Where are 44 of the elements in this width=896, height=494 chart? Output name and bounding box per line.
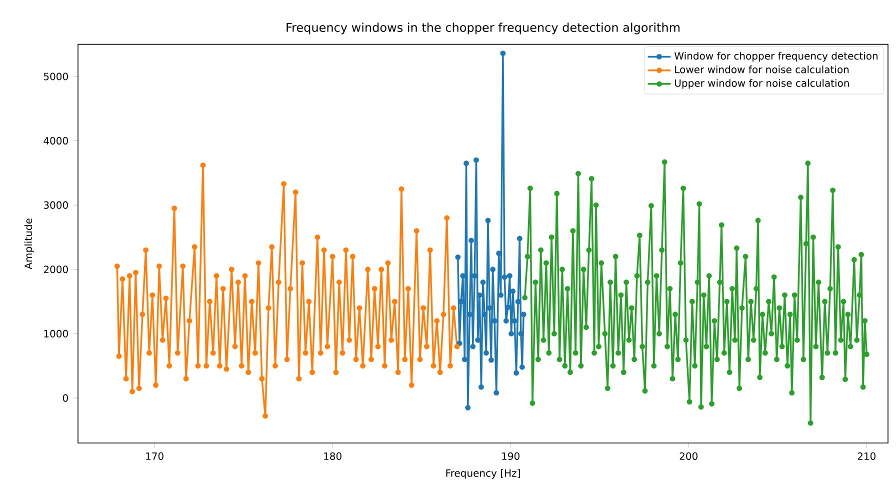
point <box>462 356 468 362</box>
point <box>478 384 484 390</box>
point <box>464 160 470 166</box>
point <box>455 254 461 260</box>
point <box>490 266 496 272</box>
x-tick-label: 200 <box>680 452 698 460</box>
y-tick-label: 0 <box>62 394 68 402</box>
point <box>470 344 476 350</box>
legend-label: Upper window for noise calculation <box>675 79 849 89</box>
chart-title: Frequency windows in the chopper frequency detection algorithm <box>286 22 680 34</box>
x-tick-label: 170 <box>146 452 164 460</box>
point <box>488 357 494 363</box>
point <box>474 157 479 163</box>
point <box>508 330 514 336</box>
y-axis-title: Amplitude <box>24 218 34 270</box>
point <box>510 288 516 294</box>
point <box>502 274 508 280</box>
point <box>503 318 509 324</box>
point <box>480 280 486 285</box>
point <box>516 236 522 242</box>
x-tick-label: 180 <box>324 452 342 460</box>
legend-label: Lower window for noise calculation <box>675 66 849 74</box>
point <box>485 218 491 224</box>
point <box>483 350 489 356</box>
y-tick-label: 4000 <box>44 137 68 145</box>
y-tick-label: 3000 <box>44 201 68 209</box>
point <box>500 50 506 56</box>
x-axis-title: Frequency [Hz] <box>446 469 520 479</box>
legend-label: Window for chopper frequency detection <box>674 52 878 62</box>
y-tick-label: 2000 <box>44 266 68 274</box>
point <box>494 390 500 396</box>
y-tick-label: 1000 <box>44 330 68 338</box>
y-tick-label: 5000 <box>44 72 68 80</box>
point <box>468 238 474 244</box>
point <box>514 370 520 376</box>
point <box>518 330 524 336</box>
point <box>456 340 462 346</box>
x-tick-label: 210 <box>858 452 876 460</box>
point <box>519 364 525 370</box>
point <box>476 292 482 298</box>
point <box>465 404 471 410</box>
point <box>498 292 504 298</box>
point <box>506 273 512 279</box>
x-tick-label: 190 <box>502 452 520 460</box>
